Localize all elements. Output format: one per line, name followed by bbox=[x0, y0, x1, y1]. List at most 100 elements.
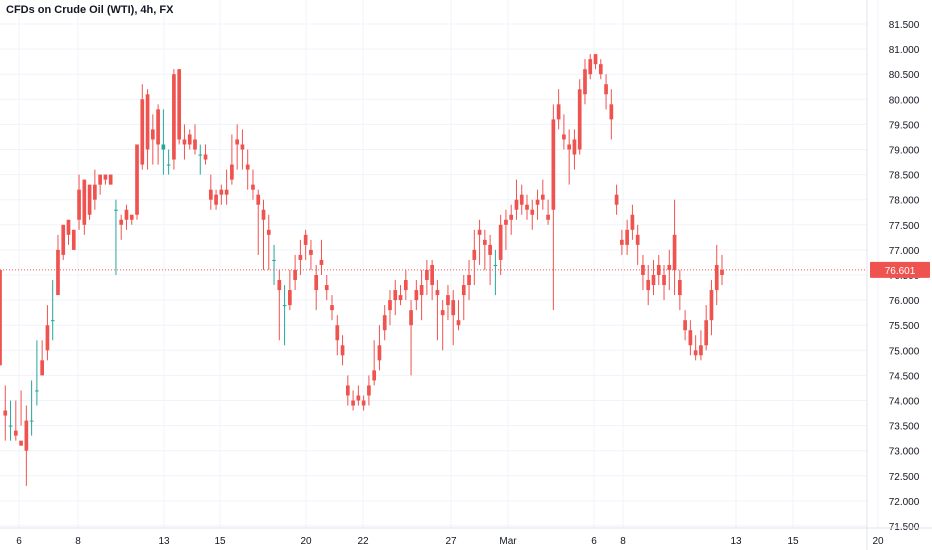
candle-body bbox=[693, 350, 698, 356]
candle bbox=[572, 129, 577, 170]
candle-body bbox=[625, 229, 629, 245]
candle-body bbox=[361, 400, 366, 406]
candle-body bbox=[614, 194, 619, 205]
candle bbox=[451, 290, 456, 346]
candle-body bbox=[187, 134, 192, 145]
candle bbox=[614, 184, 619, 215]
time-tick-label: 27 bbox=[445, 536, 457, 547]
candle bbox=[403, 269, 408, 301]
candle-body bbox=[208, 189, 213, 200]
candle-body bbox=[430, 264, 434, 286]
price-tick-label: 75.000 bbox=[889, 346, 920, 357]
candle-body bbox=[245, 164, 250, 170]
candle-body bbox=[630, 214, 635, 230]
candle-body bbox=[403, 280, 408, 291]
candle bbox=[472, 229, 477, 286]
candle-body bbox=[467, 275, 471, 286]
price-tick-label: 73.000 bbox=[889, 447, 920, 458]
candle-body bbox=[588, 59, 593, 75]
candle-body bbox=[303, 234, 308, 245]
candle bbox=[461, 275, 466, 321]
candle-body bbox=[567, 144, 572, 150]
candle bbox=[488, 234, 492, 286]
candle bbox=[430, 259, 434, 301]
candle bbox=[546, 199, 550, 225]
time-tick-label: 15 bbox=[214, 536, 226, 547]
candle-body bbox=[124, 209, 129, 220]
candle-body bbox=[604, 84, 608, 95]
candle-body bbox=[556, 104, 561, 120]
candle-body bbox=[488, 244, 492, 255]
candle-body bbox=[393, 290, 398, 301]
candle bbox=[319, 239, 324, 275]
candle-body bbox=[620, 239, 624, 245]
candle bbox=[551, 104, 556, 311]
candle bbox=[635, 224, 640, 265]
candle-body bbox=[656, 264, 661, 275]
candle-body bbox=[646, 280, 651, 291]
candle-body bbox=[720, 269, 724, 275]
candle bbox=[577, 79, 582, 155]
candle bbox=[66, 219, 71, 245]
candle-body bbox=[435, 290, 440, 296]
candle bbox=[672, 199, 677, 296]
time-tick-label: Mar bbox=[499, 536, 517, 547]
candle-body bbox=[214, 194, 218, 205]
candle-body bbox=[577, 89, 582, 150]
candle-body bbox=[66, 219, 71, 235]
candle bbox=[140, 84, 145, 170]
candle-body bbox=[324, 285, 329, 291]
candle bbox=[261, 199, 266, 270]
candles-group bbox=[0, 54, 724, 486]
candle-body bbox=[251, 184, 255, 190]
candle bbox=[156, 104, 160, 165]
candle-body bbox=[77, 189, 81, 220]
candle-body bbox=[699, 345, 703, 356]
candle bbox=[50, 280, 55, 341]
price-tick-label: 79.000 bbox=[889, 146, 920, 157]
candle bbox=[277, 269, 282, 341]
candle-body bbox=[714, 264, 719, 291]
candle-body bbox=[451, 300, 456, 316]
candle-body bbox=[93, 184, 97, 200]
time-tick-label: 13 bbox=[730, 536, 742, 547]
candle-body bbox=[177, 69, 182, 140]
candle-body bbox=[108, 174, 113, 185]
candle bbox=[714, 244, 719, 306]
candle-body bbox=[477, 229, 482, 235]
candle bbox=[324, 275, 329, 301]
candle-body bbox=[172, 74, 176, 160]
time-tick-label: 15 bbox=[787, 536, 799, 547]
candle bbox=[235, 124, 239, 170]
candle-body bbox=[546, 214, 550, 220]
candle bbox=[440, 300, 445, 351]
candle bbox=[504, 209, 508, 250]
price-tick-label: 77.000 bbox=[889, 246, 920, 257]
candle-body bbox=[598, 64, 603, 75]
candle-body bbox=[483, 239, 487, 245]
candle bbox=[330, 295, 334, 321]
candle bbox=[35, 340, 39, 406]
candle-body bbox=[688, 330, 693, 346]
candle-body bbox=[525, 204, 529, 210]
candle-body bbox=[414, 290, 419, 301]
candle-body bbox=[71, 229, 76, 250]
candle bbox=[87, 184, 92, 220]
candle bbox=[224, 169, 229, 205]
candle bbox=[662, 264, 666, 301]
candle-body bbox=[98, 174, 102, 185]
last-price-tag bbox=[870, 261, 930, 278]
candle-body bbox=[356, 395, 361, 401]
candle bbox=[356, 385, 361, 406]
candle-body bbox=[61, 224, 66, 255]
candle-body bbox=[388, 300, 392, 311]
candle-body bbox=[203, 154, 208, 160]
candle bbox=[677, 269, 682, 311]
candle-body bbox=[0, 269, 2, 366]
candle bbox=[203, 144, 208, 165]
candle bbox=[245, 149, 250, 190]
candle bbox=[641, 254, 645, 291]
candle-body bbox=[272, 259, 276, 261]
candle bbox=[40, 340, 45, 376]
